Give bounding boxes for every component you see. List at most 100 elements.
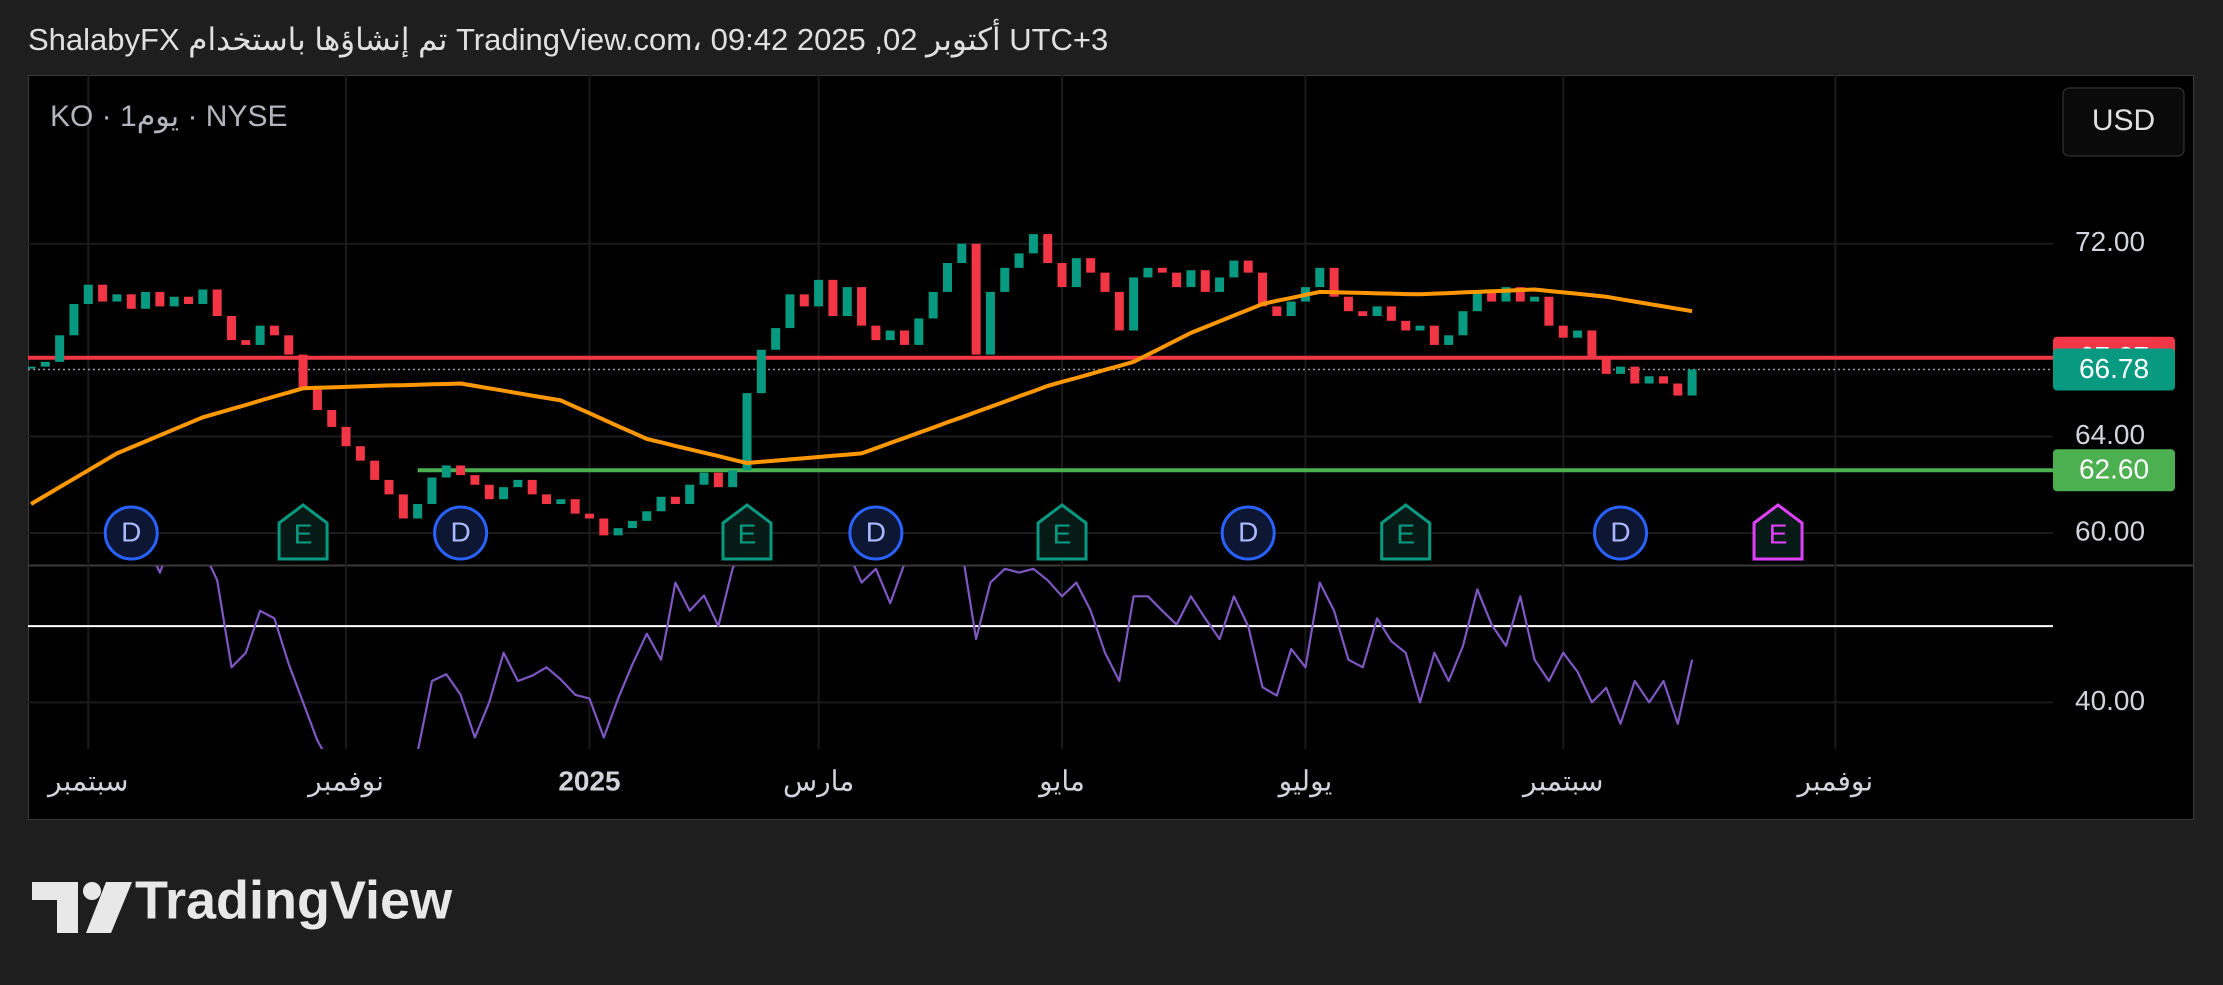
chart-panel <box>28 75 2194 820</box>
candle <box>556 499 566 505</box>
x-tick-label: 2025 <box>558 765 620 796</box>
candle <box>1329 267 1339 297</box>
y2-tick-label: 40.00 <box>2075 685 2145 716</box>
event-label: D <box>121 516 141 547</box>
candle <box>785 294 795 329</box>
candle <box>1515 287 1525 302</box>
candle <box>312 388 322 411</box>
candle <box>499 487 509 500</box>
candle <box>1444 335 1454 345</box>
x-tick-label: يوليو <box>1277 765 1333 797</box>
currency[interactable]: USD <box>2092 104 2155 137</box>
candle <box>1129 277 1139 331</box>
candle <box>1071 258 1081 288</box>
price-label-box <box>2053 348 2175 391</box>
earnings-marker <box>721 503 773 561</box>
candle <box>742 393 752 471</box>
x-tick-label: مايو <box>1037 765 1085 797</box>
candle <box>1573 330 1583 338</box>
candle <box>828 279 838 317</box>
candle <box>1458 311 1468 336</box>
candle <box>155 291 165 307</box>
candle <box>599 518 609 536</box>
y-tick-label: 72.00 <box>2075 226 2145 257</box>
dividend-marker <box>1220 505 1276 561</box>
currency-button[interactable] <box>2062 87 2185 157</box>
event-label: D <box>450 516 470 547</box>
logo-icon <box>32 882 132 933</box>
candle <box>441 465 451 478</box>
candle <box>570 499 580 514</box>
candle <box>1587 330 1597 360</box>
candle <box>1386 306 1396 321</box>
candle <box>1415 325 1425 331</box>
candle <box>1429 325 1439 345</box>
candle <box>255 325 265 345</box>
candle <box>900 330 910 345</box>
candle <box>241 340 251 345</box>
event-label: E <box>1053 518 1072 549</box>
event-label: E <box>294 518 313 549</box>
event-label: D <box>1610 516 1630 547</box>
candle <box>298 354 308 389</box>
candle <box>656 496 666 512</box>
symbol: KO · 1يوم · NYSE <box>50 100 287 134</box>
candle <box>771 328 781 350</box>
candle <box>1014 253 1024 268</box>
price-label: 62.60 <box>2079 454 2149 485</box>
event-label: D <box>1238 516 1258 547</box>
candle <box>456 465 466 476</box>
candle <box>355 446 365 461</box>
candle <box>413 504 423 519</box>
candle <box>1114 291 1124 331</box>
candle <box>942 262 952 292</box>
candle <box>40 361 50 367</box>
x-tick-label: نوفمبر <box>306 765 384 797</box>
candle <box>1000 267 1010 292</box>
candle <box>857 287 867 326</box>
candle <box>1043 234 1053 263</box>
dividend-marker <box>103 505 159 561</box>
candle <box>699 472 709 485</box>
candle <box>1372 306 1382 317</box>
candle <box>542 494 552 505</box>
candle <box>1200 270 1210 292</box>
candle <box>1100 272 1110 292</box>
candle <box>1501 287 1511 302</box>
candle <box>112 294 122 302</box>
candle <box>985 291 995 355</box>
candle <box>971 243 981 355</box>
price-label: 66.78 <box>2079 353 2149 384</box>
candle <box>584 513 594 519</box>
candle <box>756 349 766 394</box>
candle <box>141 291 151 309</box>
candle <box>126 294 136 309</box>
candle <box>685 484 695 505</box>
candle <box>1544 296 1554 326</box>
candle <box>1601 359 1611 374</box>
y-tick-label: 64.00 <box>2075 419 2145 450</box>
candle <box>370 460 380 480</box>
event-label: E <box>1396 518 1415 549</box>
candle <box>212 289 222 317</box>
earnings-marker <box>1752 503 1804 561</box>
rsi-pane <box>28 566 2053 749</box>
logo-shape <box>86 882 132 933</box>
candle <box>1057 262 1067 288</box>
candle <box>284 335 294 355</box>
candle <box>1644 376 1654 384</box>
candle <box>55 335 65 362</box>
candle <box>928 291 938 319</box>
logo-shape <box>83 882 101 900</box>
candle <box>341 426 351 447</box>
candle <box>198 289 208 304</box>
event-label: E <box>1769 518 1788 549</box>
candle <box>842 287 852 317</box>
candle <box>398 494 408 519</box>
candle <box>713 472 723 488</box>
candle <box>627 520 637 529</box>
dividend-marker <box>1593 505 1649 561</box>
candle <box>914 318 924 345</box>
dividend-marker <box>433 505 489 561</box>
